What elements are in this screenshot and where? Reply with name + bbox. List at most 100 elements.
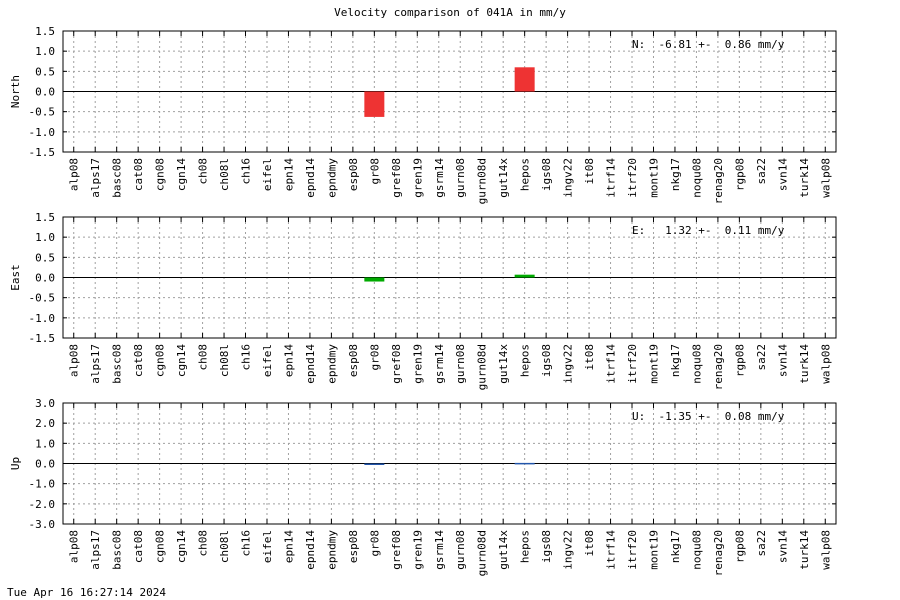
panel2-bar-gr08 [364,277,385,282]
panel2-category-label: gurn08d [476,344,489,390]
panel3-category-label: epnd14 [304,530,317,570]
panel1-category-label: ch08l [218,158,231,191]
panel3-category-label: renag20 [712,530,725,576]
panel1-category-label: renag20 [712,158,725,204]
panel3-category-label: cgn14 [175,530,188,563]
panel2-category-label: turk14 [798,344,811,384]
panel2-category-label: epnd14 [304,344,317,384]
panel2-category-label: epndmy [325,344,338,384]
panel3-category-label: itrf20 [626,530,639,570]
panel2-category-label: cgn14 [175,344,188,377]
panel1-category-label: eifel [261,158,274,191]
panel3-category-label: cgn08 [154,530,167,563]
panel1-category-label: hepos [519,158,532,191]
panel2-y-tick-label: 0.0 [35,272,55,285]
chart-title: Velocity comparison of 041A in mm/y [334,6,566,19]
panel1-category-label: walp08 [819,158,832,198]
panel1-y-tick-label: -1.5 [29,146,56,159]
panel3-category-label: it08 [583,530,596,557]
panel1-category-label: gsrm14 [433,158,446,198]
panel2-category-label: sa22 [755,344,768,371]
panel1-category-label: ch08 [197,158,210,185]
panel3-y-tick-label: 1.0 [35,437,55,450]
panel2-category-label: gut14x [497,344,510,384]
panel1-category-label: esp08 [347,158,360,191]
panel3-bar-gr08 [364,463,385,465]
panel1-category-label: itrf20 [626,158,639,198]
panel1-category-label: gut14x [497,158,510,198]
panel2-category-label: walp08 [819,344,832,384]
panel1-category-label: alps17 [89,158,102,198]
panel3-y-tick-label: -2.0 [29,498,56,511]
panel1-y-tick-label: -1.0 [29,126,56,139]
panel1-bar-hepos [514,67,535,92]
panel3-y-axis-label: Up [9,457,22,470]
panel2-category-label: ch16 [240,344,253,371]
panel3-category-label: epndmy [325,530,338,570]
panel2-category-label: itrf20 [626,344,639,384]
panel1-category-label: gref08 [390,158,403,198]
panel3-category-label: svn14 [776,530,789,563]
panel2-category-label: gr08 [368,344,381,371]
panel1-category-label: itrf14 [605,158,618,198]
panel2-y-tick-label: -1.5 [29,332,56,345]
panel2-category-label: hepos [519,344,532,377]
panel3-y-tick-label: -3.0 [29,518,56,531]
panel3-category-label: ch08l [218,530,231,563]
panel1-y-tick-label: 0.0 [35,86,55,99]
panel1-category-label: basc08 [111,158,124,198]
panel3-category-label: gren19 [411,530,424,570]
panel3-bar-hepos [514,462,535,465]
panel1-category-label: mont19 [647,158,660,198]
panel2-y-tick-label: 1.0 [35,231,55,244]
panel3-category-label: gut14x [497,530,510,570]
panel3-category-label: alps17 [89,530,102,570]
panel2-plot-frame [62,216,837,339]
panel2-category-label: epn14 [282,344,295,377]
panel3-category-label: alp08 [68,530,81,563]
panel1-category-label: igs08 [540,158,553,191]
panel3-category-label: igs08 [540,530,553,563]
panel3-category-label: esp08 [347,530,360,563]
panel3-category-label: gurn08 [454,530,467,570]
panel2-y-axis-label: East [9,264,22,291]
timestamp-footer: Tue Apr 16 16:27:14 2024 [7,586,166,599]
panel1-category-label: it08 [583,158,596,185]
panel1-category-label: nkg17 [669,158,682,191]
panel3-annotation: U: -1.35 +- 0.08 mm/y [632,410,785,423]
panel1-category-label: ch16 [240,158,253,185]
panel2-annotation: E: 1.32 +- 0.11 mm/y [632,224,785,237]
panel1-category-label: noqu08 [690,158,703,198]
panel1-y-tick-label: 0.5 [35,65,55,78]
panel3-category-label: walp08 [819,530,832,570]
panel1-category-label: cgn08 [154,158,167,191]
panel3-category-label: sa22 [755,530,768,557]
panel3-category-label: epn14 [282,530,295,563]
panel2-category-label: gren19 [411,344,424,384]
panel1-category-label: turk14 [798,158,811,198]
panel3-category-label: gurn08d [476,530,489,576]
panel2-y-tick-label: -0.5 [29,292,56,305]
panel3-category-label: ch16 [240,530,253,557]
panel2-category-label: it08 [583,344,596,371]
panel3-category-label: basc08 [111,530,124,570]
panel3-category-label: rgp08 [733,530,746,563]
panel2-y-tick-label: 1.5 [35,211,55,224]
panel1-bar-gr08 [364,91,385,117]
panel2-category-label: mont19 [647,344,660,384]
panel2-y-tick-label: 0.5 [35,251,55,264]
panel2-category-label: svn14 [776,344,789,377]
panel2-category-label: gsrm14 [433,344,446,384]
panel2-category-label: esp08 [347,344,360,377]
panel3-category-label: eifel [261,530,274,563]
panel1-category-label: sa22 [755,158,768,185]
panel3-category-label: itrf14 [605,530,618,570]
panel2-category-label: alp08 [68,344,81,377]
panel1-category-label: epn14 [282,158,295,191]
panel2-category-label: ch08l [218,344,231,377]
panel1-y-axis-label: North [9,75,22,108]
panel1-y-tick-label: 1.5 [35,25,55,38]
panel2-category-label: cgn08 [154,344,167,377]
panel1-plot-frame [62,30,837,153]
